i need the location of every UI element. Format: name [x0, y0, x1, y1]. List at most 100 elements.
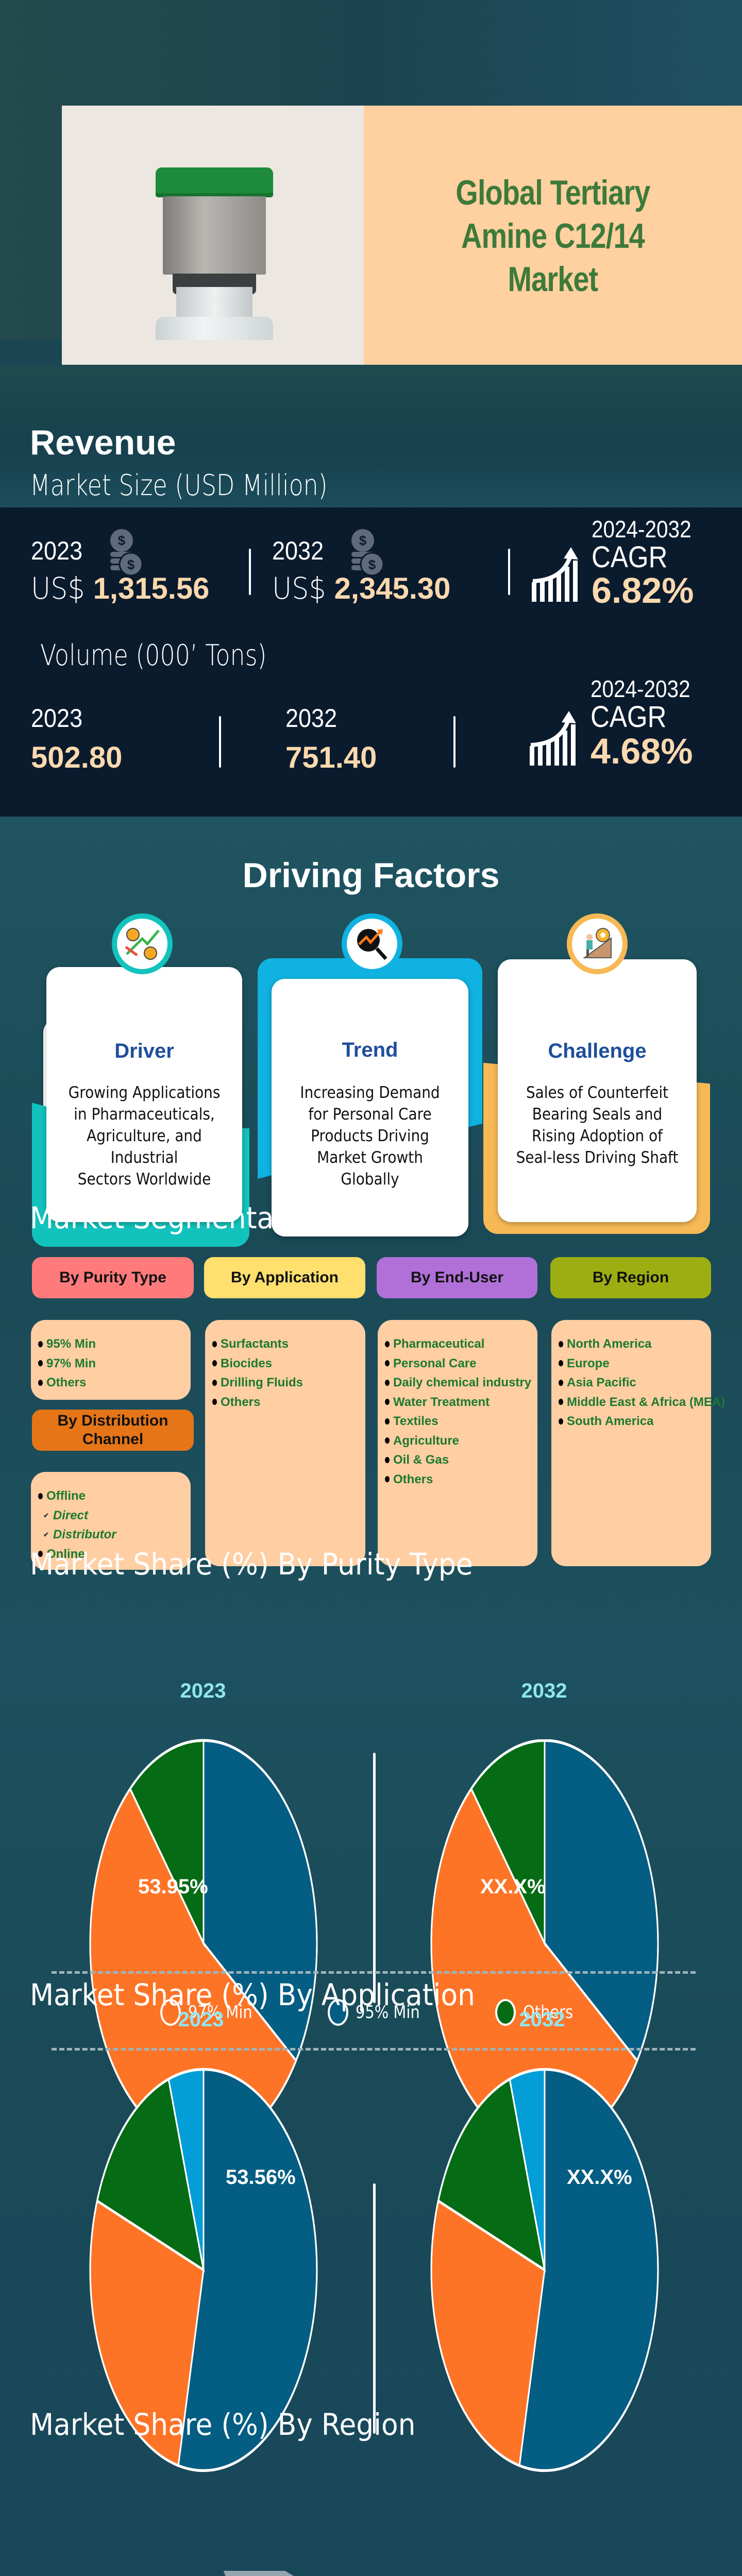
magnifier-trend-icon	[342, 913, 402, 974]
divider	[453, 716, 456, 768]
vial-icon	[62, 106, 364, 340]
check-icon: ✔	[43, 1531, 49, 1538]
purity-2023-label: 53.95%	[138, 1875, 208, 1898]
segmentation-title: Market Segmentation	[30, 1200, 327, 1235]
challenge-text: Sales of Counterfeit Bearing Seals and R…	[516, 1083, 679, 1167]
growth-chart-icon	[529, 710, 580, 769]
vol-end-value: 751.40	[285, 741, 377, 774]
list-item: 97% Min	[38, 1354, 191, 1374]
ms-cagr-period: 2024-2032	[592, 516, 692, 543]
seg-box-region: North America Europe Asia Pacific Middle…	[551, 1320, 725, 1566]
coins-icon: $ $	[347, 528, 384, 582]
separator	[52, 2048, 696, 2050]
market-size-label: Market Size (USD Million)	[30, 469, 328, 502]
seg-box-application: Surfactants Biocides Drilling Fluids Oth…	[205, 1320, 365, 1566]
trend-text: Increasing Demand for Personal Care Prod…	[300, 1083, 440, 1189]
seg-head-purity: By Purity Type	[32, 1257, 194, 1298]
revenue-heading: Revenue	[30, 423, 176, 462]
challenge-card-body	[498, 959, 697, 1222]
application-share-title: Market Share (%) By Application	[30, 1977, 475, 2012]
list-item: South America	[559, 1412, 711, 1431]
application-pie-2023	[89, 2067, 318, 2477]
seg-head-region: By Region	[550, 1257, 711, 1298]
purity-legend: 97% Min 95% Min Others	[0, 1999, 742, 2026]
legend-item: Others	[495, 1999, 582, 2026]
title-panel: Global Tertiary Amine C12/14 Market	[364, 106, 742, 366]
divider	[373, 1753, 376, 2003]
purity-share-title: Market Share (%) By Purity Type	[30, 1547, 473, 1582]
list-item: Surfactants	[212, 1334, 365, 1354]
list-item: Pharmaceutical	[385, 1334, 537, 1354]
title-panel-bottom	[364, 340, 742, 365]
purity-2032-label: XX.X%	[480, 1875, 546, 1898]
seg-head-distribution: By Distribution Channel	[32, 1410, 194, 1451]
ms-cagr-value: 6.82%	[592, 570, 694, 611]
driver-card-body	[46, 967, 242, 1222]
list-item: Middle East & Africa (MEA)	[559, 1393, 725, 1412]
list-item: Others	[385, 1470, 537, 1489]
list-item: Others	[38, 1373, 191, 1393]
list-item: Online	[38, 1545, 191, 1564]
list-item: North America	[559, 1334, 711, 1354]
driver-heading: Driver	[114, 1040, 174, 1062]
list-item: Offline	[38, 1486, 191, 1506]
revenue-top-bg	[0, 365, 742, 507]
divider	[219, 716, 221, 768]
vol-cagr-period: 2024-2032	[591, 675, 690, 702]
list-subitem: ✔ Direct	[38, 1506, 191, 1526]
driver-text: Growing Applications in Pharmaceuticals,…	[68, 1083, 221, 1189]
pie-year-2023: 2023	[180, 1680, 226, 1702]
trend-heading: Trend	[342, 1039, 398, 1061]
coins-icon: $ $	[106, 528, 143, 582]
vol-start-year: 2023	[31, 704, 83, 733]
divider	[508, 549, 510, 595]
list-subitem: ✔ Distributor	[38, 1525, 191, 1545]
pie-year-2032: 2032	[521, 1680, 567, 1702]
list-item: Personal Care	[385, 1354, 537, 1374]
list-item: Daily chemical industry	[385, 1373, 537, 1393]
list-item: Agriculture	[385, 1431, 537, 1451]
ms-end-year: 2032	[272, 536, 324, 565]
driving-factors-title: Driving Factors	[242, 856, 500, 895]
vol-cagr-value: 4.68%	[591, 731, 693, 771]
list-item: Asia Pacific	[559, 1373, 711, 1393]
application-2023-label: 53.56%	[226, 2166, 296, 2189]
application-2032-label: XX.X%	[567, 2166, 632, 2189]
growth-chart-icon	[531, 546, 582, 605]
divider	[249, 549, 251, 595]
person-pushing-gear-icon	[567, 913, 628, 974]
vol-cagr-label: CAGR	[591, 700, 667, 734]
ms-end-value: US$ 2,345.30	[272, 571, 451, 606]
region-year: 2023	[569, 2573, 622, 2576]
svg-text:$: $	[359, 533, 367, 548]
list-item: Biocides	[212, 1354, 365, 1374]
check-icon: ✔	[43, 1511, 49, 1519]
volume-label: Volume (000’ Tons)	[40, 639, 267, 672]
world-map	[52, 2561, 639, 2576]
divider	[373, 2183, 376, 2434]
purity-pie-2032	[430, 1739, 660, 2154]
trend-card-body	[272, 979, 468, 1236]
legend-item: 95% Min	[327, 1999, 431, 2026]
region-share-title: Market Share (%) By Region	[30, 2407, 416, 2442]
seg-box-end-user: Pharmaceutical Personal Care Daily chemi…	[378, 1320, 537, 1566]
svg-text:$: $	[127, 557, 135, 572]
list-item: Water Treatment	[385, 1393, 537, 1412]
seg-head-end-user: By End-User	[377, 1257, 537, 1298]
list-item: Others	[212, 1393, 365, 1412]
separator	[52, 1971, 696, 1974]
svg-text:$: $	[118, 533, 126, 548]
seg-box-distribution: Offline ✔ Direct ✔ Distributor Online	[31, 1472, 191, 1570]
ms-cagr-label: CAGR	[592, 540, 668, 574]
list-item: Textiles	[385, 1412, 537, 1431]
vol-start-value: 502.80	[31, 741, 123, 774]
pie-year-2023: 2023	[178, 2008, 224, 2031]
list-item: Europe	[559, 1354, 711, 1374]
page-title: Global Tertiary Amine C12/14 Market	[456, 173, 650, 299]
seg-box-purity: 95% Min 97% Min Others	[31, 1320, 191, 1400]
challenge-heading: Challenge	[548, 1040, 647, 1062]
legend-item: 97% Min	[160, 1999, 264, 2026]
vol-end-year: 2032	[285, 704, 338, 733]
application-pie-2032	[430, 2067, 660, 2477]
list-item: 95% Min	[38, 1334, 191, 1354]
